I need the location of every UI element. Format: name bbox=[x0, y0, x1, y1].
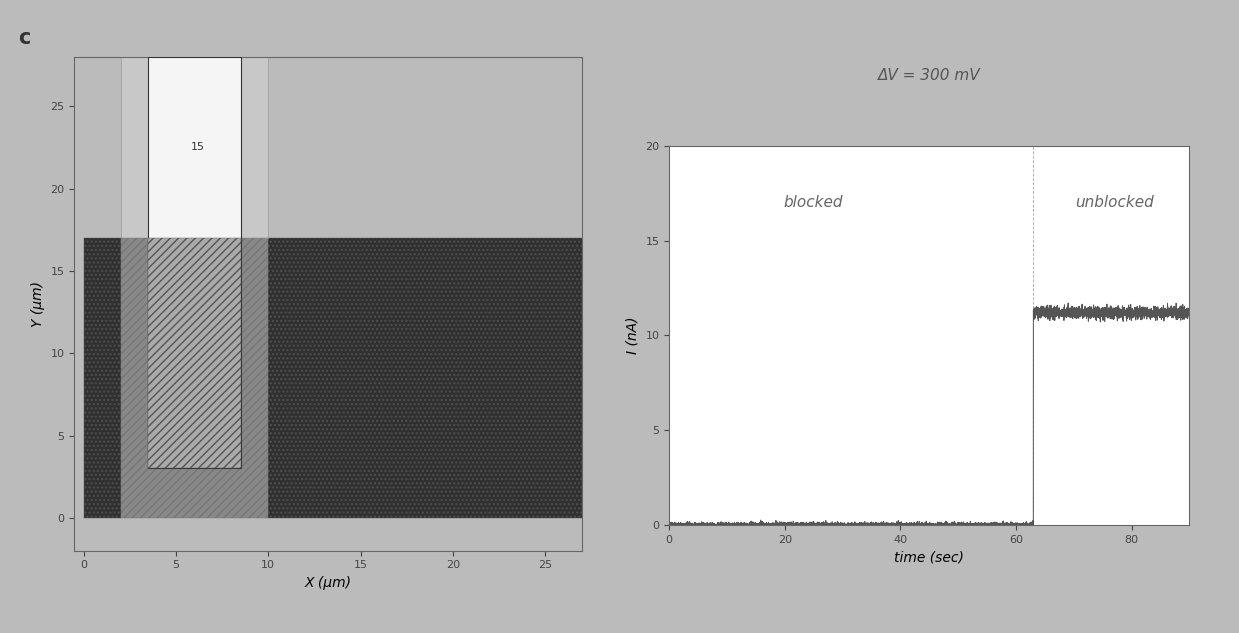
Text: ΔV = 300 mV: ΔV = 300 mV bbox=[878, 68, 980, 84]
Text: unblocked: unblocked bbox=[1075, 195, 1154, 210]
Y-axis label: I (nA): I (nA) bbox=[626, 316, 639, 354]
Bar bbox=[149, 57, 240, 468]
Bar bbox=[120, 238, 269, 518]
Y-axis label: Y (μm): Y (μm) bbox=[31, 281, 45, 327]
Text: blocked: blocked bbox=[784, 195, 844, 210]
Bar bbox=[269, 238, 582, 518]
Text: c: c bbox=[19, 28, 31, 48]
Bar bbox=[120, 57, 269, 238]
Bar bbox=[149, 238, 240, 468]
Bar bbox=[83, 238, 582, 518]
X-axis label: time (sec): time (sec) bbox=[895, 551, 964, 565]
Text: 15: 15 bbox=[191, 142, 206, 153]
Bar bbox=[83, 238, 120, 518]
X-axis label: X (μm): X (μm) bbox=[305, 576, 352, 590]
